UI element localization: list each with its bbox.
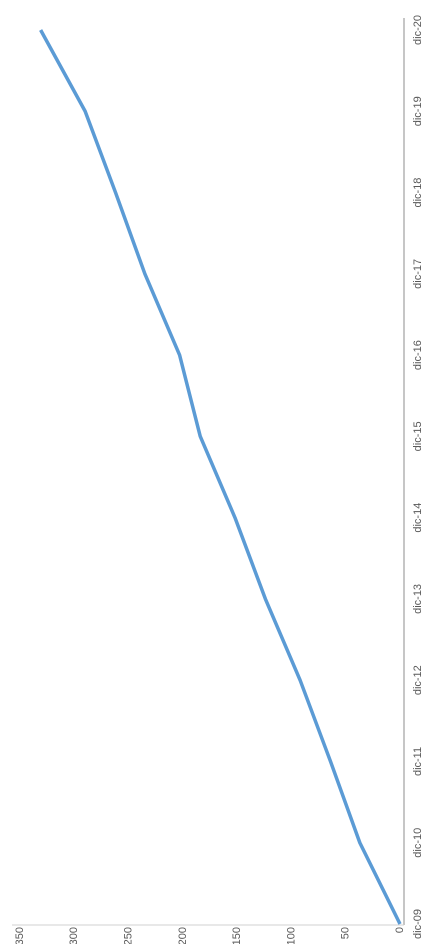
y-tick-label: 350 (14, 927, 26, 944)
rotated-chart: 0 50 100 150 200 250 300 350 dic-09 dic-10 dic-11 d… (12, 15, 424, 944)
data-line (39, 29, 402, 925)
y-tick-label: 50 (340, 927, 352, 939)
x-tick-label: dic-19 (412, 96, 424, 126)
x-tick-label: dic-20 (412, 15, 424, 45)
x-tick-label: dic-13 (412, 584, 424, 614)
x-tick-label: dic-17 (412, 259, 424, 289)
y-tick-label: 250 (122, 927, 134, 944)
y-tick-label: 0 (394, 927, 406, 933)
x-tick-label: dic-15 (412, 421, 424, 451)
y-tick-label: 100 (285, 927, 297, 944)
x-tick-label: dic-14 (412, 503, 424, 533)
y-tick-label: 300 (68, 927, 80, 944)
y-tick-label: 200 (177, 927, 189, 944)
x-tick-label: dic-11 (412, 747, 424, 776)
y-tick-label: 150 (231, 927, 243, 944)
x-tick-label: dic-10 (412, 828, 424, 858)
x-tick-label: dic-09 (412, 909, 424, 939)
x-tick-label: dic-12 (412, 665, 424, 695)
x-tick-label: dic-16 (412, 340, 424, 370)
x-tick-label: dic-18 (412, 178, 424, 208)
